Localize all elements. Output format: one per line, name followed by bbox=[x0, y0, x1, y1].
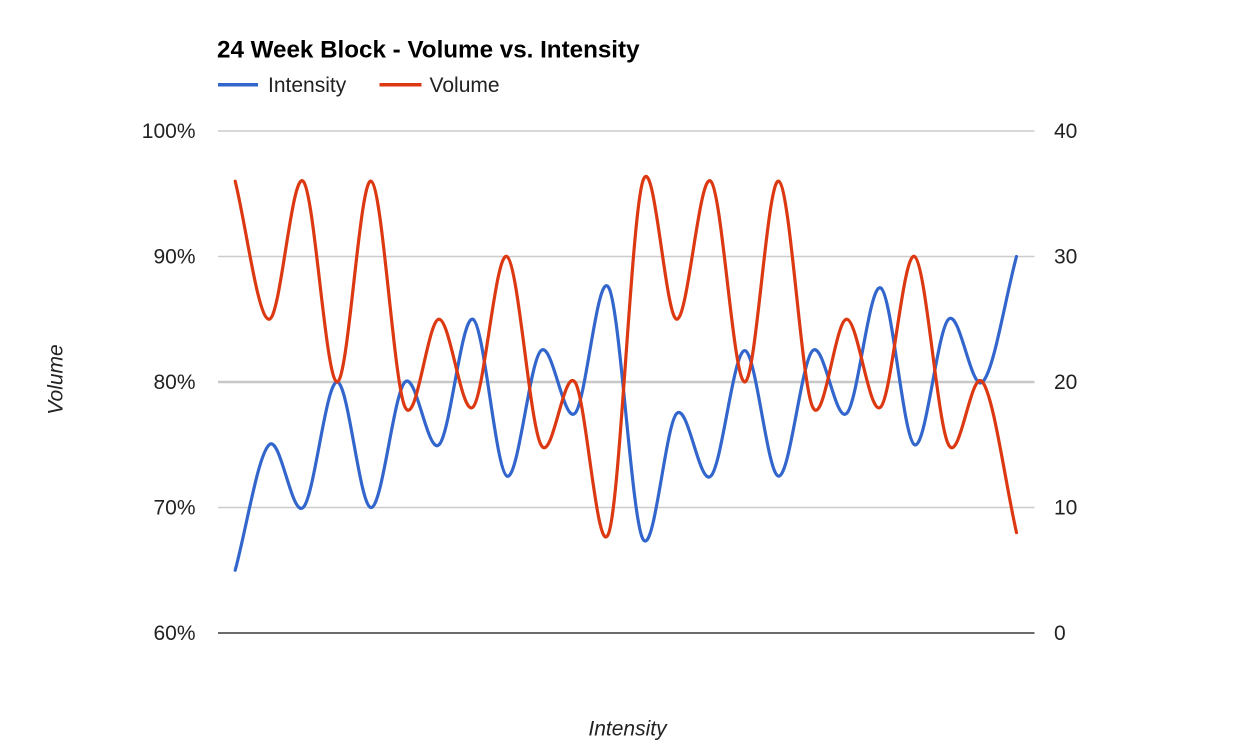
svg-text:0: 0 bbox=[1054, 622, 1066, 645]
svg-text:Volume: Volume bbox=[430, 74, 500, 97]
svg-text:70%: 70% bbox=[153, 497, 195, 520]
svg-text:100%: 100% bbox=[142, 120, 196, 143]
svg-text:90%: 90% bbox=[153, 246, 195, 269]
svg-text:24 Week Block - Volume vs. Int: 24 Week Block - Volume vs. Intensity bbox=[217, 37, 640, 64]
svg-text:10: 10 bbox=[1054, 497, 1077, 520]
svg-text:80%: 80% bbox=[153, 371, 195, 394]
svg-text:20: 20 bbox=[1054, 371, 1077, 394]
svg-text:40: 40 bbox=[1054, 120, 1077, 143]
svg-text:Intensity: Intensity bbox=[268, 74, 347, 97]
svg-text:Intensity: Intensity bbox=[588, 718, 668, 741]
svg-text:Volume: Volume bbox=[45, 344, 68, 414]
svg-text:30: 30 bbox=[1054, 246, 1077, 269]
svg-text:60%: 60% bbox=[153, 622, 195, 645]
